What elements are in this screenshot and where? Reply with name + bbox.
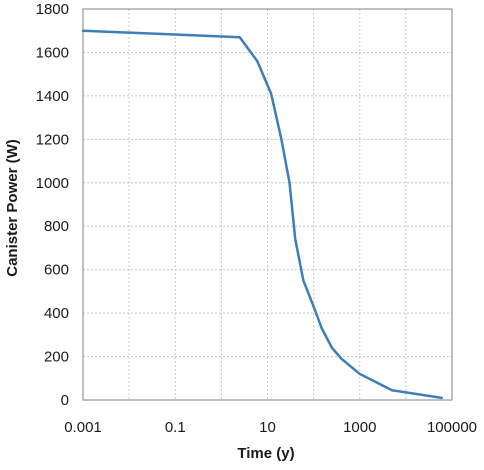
y-tick-label: 1000 xyxy=(36,175,69,192)
y-tick-label: 1400 xyxy=(36,88,69,105)
x-tick-label: 0.001 xyxy=(64,419,102,436)
y-tick-label: 1800 xyxy=(36,1,69,18)
y-tick-label: 1200 xyxy=(36,131,69,148)
y-tick-label: 600 xyxy=(44,262,69,279)
x-tick-label: 0.1 xyxy=(165,419,186,436)
x-tick-label: 10 xyxy=(259,419,276,436)
y-tick-label: 0 xyxy=(61,392,69,409)
y-axis-title: Canister Power (W) xyxy=(4,139,21,277)
series-line-0 xyxy=(81,29,444,400)
y-tick-label: 800 xyxy=(44,218,69,235)
x-tick-label: 1000 xyxy=(343,419,376,436)
x-axis-title: Time (y) xyxy=(237,445,294,462)
grid-lines xyxy=(83,9,452,400)
plot-frame xyxy=(82,8,453,401)
x-tick-label: 100000 xyxy=(427,419,477,436)
y-tick-label: 1600 xyxy=(36,44,69,61)
y-tick-label: 200 xyxy=(44,349,69,366)
y-tick-label: 400 xyxy=(44,305,69,322)
